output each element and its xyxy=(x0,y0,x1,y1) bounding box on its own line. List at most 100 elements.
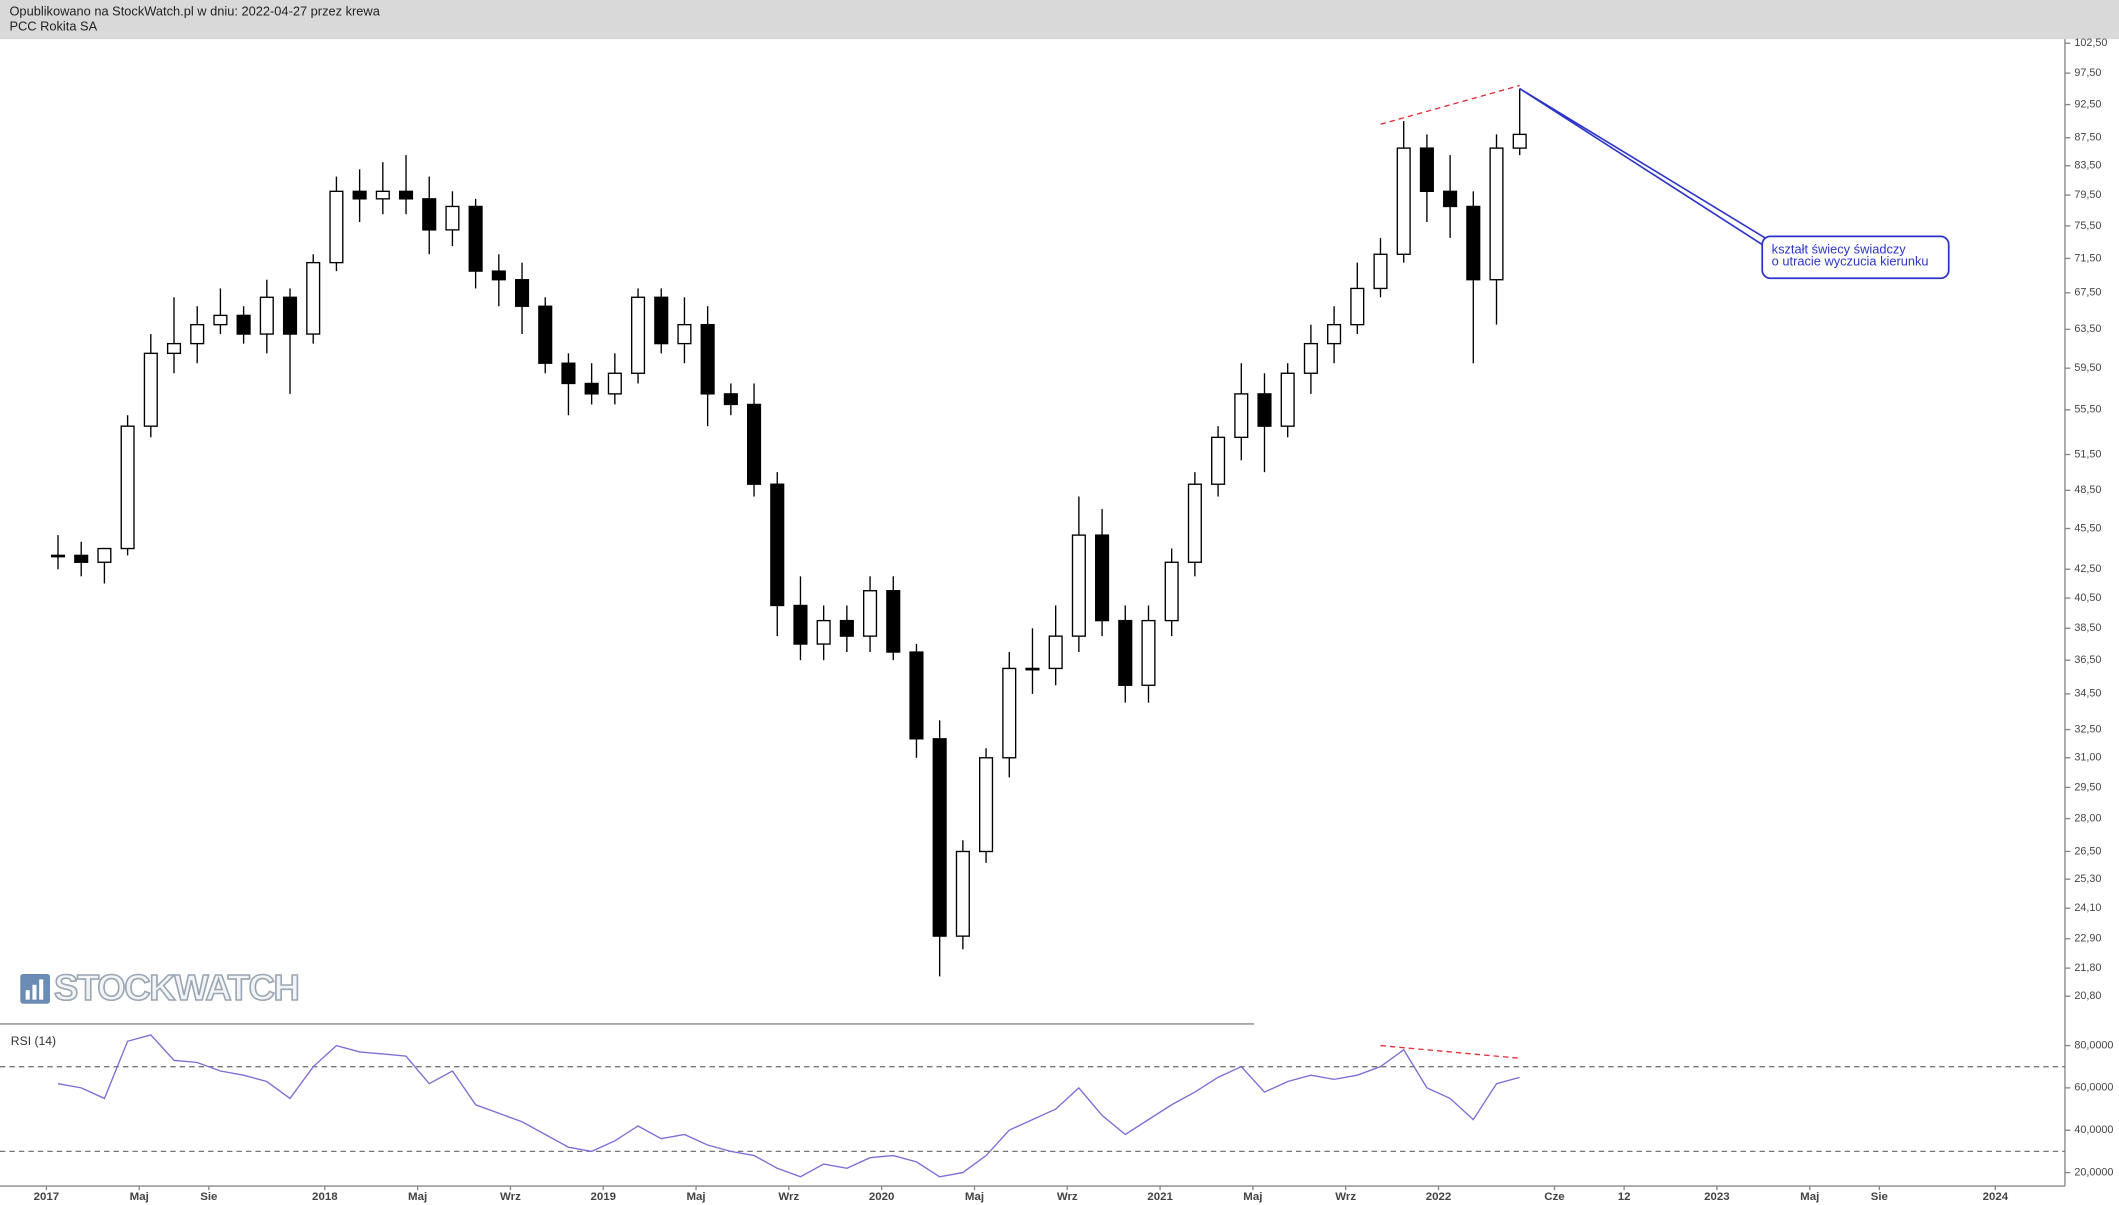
candle-body xyxy=(1071,534,1086,637)
y-tick-label: 28,00 xyxy=(2074,812,2101,824)
candle-body xyxy=(166,342,182,355)
candle-body xyxy=(97,547,112,563)
x-tick-label: Sie xyxy=(200,1191,217,1203)
trend-line xyxy=(1380,1044,1520,1059)
y-tick-label: 67,50 xyxy=(2074,287,2101,299)
candle-body xyxy=(1512,133,1527,149)
candle-body xyxy=(213,314,228,326)
candle-body xyxy=(236,314,251,335)
x-tick-label: 2019 xyxy=(590,1191,616,1203)
candle-body xyxy=(1095,534,1110,622)
candle-body xyxy=(1187,483,1202,563)
candle-body xyxy=(375,190,390,200)
candle-body xyxy=(1048,635,1063,670)
rsi-label: RSI (14) xyxy=(11,1034,56,1048)
x-tick-label: Maj xyxy=(408,1191,427,1203)
callout-text: o utracie wyczucia kierunku xyxy=(1772,253,1929,268)
rsi-line xyxy=(57,1034,1520,1178)
candle-body xyxy=(1025,667,1040,671)
y-tick-label: 24,10 xyxy=(2074,902,2101,914)
candle-body xyxy=(538,305,553,364)
candle-body xyxy=(306,261,321,335)
y-tick-label: 63,50 xyxy=(2074,323,2101,335)
candle-body xyxy=(1443,190,1458,208)
x-tick-label: Maj xyxy=(686,1191,705,1203)
candle-body xyxy=(1257,393,1272,427)
candle-body xyxy=(1211,436,1226,485)
candle-body xyxy=(1489,147,1504,281)
x-tick-label: Cze xyxy=(1544,1191,1564,1203)
x-tick-label: Maj xyxy=(1243,1191,1262,1203)
candle-body xyxy=(1419,147,1434,192)
candle-body xyxy=(1002,667,1017,759)
watermark-icon-bar xyxy=(25,990,30,1000)
candle-body xyxy=(1164,561,1179,622)
y-tick-label: 97,50 xyxy=(2074,67,2101,79)
candle-body xyxy=(1327,323,1342,345)
candle-body xyxy=(282,296,298,335)
candle-body xyxy=(770,483,785,607)
x-tick-label: Wrz xyxy=(778,1191,799,1203)
candle-body xyxy=(491,270,506,281)
y-tick-label: 31,00 xyxy=(2074,752,2101,764)
candle-body xyxy=(190,323,205,345)
candle-body xyxy=(1141,619,1156,686)
x-tick-label: 2021 xyxy=(1147,1191,1173,1203)
y-tick-label: 83,50 xyxy=(2074,160,2101,172)
y-tick-label: 92,50 xyxy=(2074,98,2101,110)
x-tick-label: Sie xyxy=(1871,1191,1888,1203)
watermark-icon-bar xyxy=(32,984,37,1000)
y-tick-label: 34,50 xyxy=(2074,688,2101,700)
candle-body xyxy=(468,205,483,272)
y-tick-label: 38,50 xyxy=(2074,622,2101,634)
y-tick-label: 45,50 xyxy=(2074,522,2101,534)
candle-body xyxy=(1234,393,1249,439)
candle-body xyxy=(816,619,831,645)
callout-pointer xyxy=(1519,87,1766,246)
y-tick-label: 42,50 xyxy=(2074,563,2101,575)
candle-body xyxy=(143,352,158,427)
y-tick-label: 75,50 xyxy=(2074,220,2101,232)
candle-body xyxy=(352,190,367,200)
candle-body xyxy=(1466,205,1481,281)
y-tick-label: 71,50 xyxy=(2074,252,2101,264)
y-tick-label: 87,50 xyxy=(2074,132,2101,144)
x-tick-label: Wrz xyxy=(500,1191,521,1203)
candle-body xyxy=(793,604,808,645)
candle-body xyxy=(932,738,947,937)
candle-body xyxy=(979,757,994,853)
watermark-text: STOCKWATCH xyxy=(54,967,299,1008)
candle-body xyxy=(700,323,715,395)
candle-body xyxy=(422,198,437,231)
y-tick-label: 40,50 xyxy=(2074,592,2101,604)
candle-body xyxy=(584,382,599,395)
watermark-icon-bar xyxy=(39,979,44,1000)
candle-body xyxy=(50,554,66,558)
y-tick-label: 32,50 xyxy=(2074,723,2101,735)
y-tick-label: 26,50 xyxy=(2074,845,2101,857)
candle-body xyxy=(863,590,878,637)
candle-body xyxy=(607,372,622,395)
y-tick-label: 40,0000 xyxy=(2074,1124,2113,1136)
header-published: Opublikowano na StockWatch.pl w dniu: 20… xyxy=(9,4,380,19)
candle-body xyxy=(955,850,970,937)
candle-body xyxy=(839,619,854,637)
candle-body xyxy=(723,393,738,406)
x-tick-label: 2020 xyxy=(869,1191,895,1203)
header-instrument: PCC Rokita SA xyxy=(9,18,97,33)
y-tick-label: 22,90 xyxy=(2074,933,2101,945)
x-tick-label: 12 xyxy=(1618,1191,1631,1203)
y-tick-label: 102,50 xyxy=(2074,37,2107,49)
y-tick-label: 48,50 xyxy=(2074,484,2101,496)
candle-body xyxy=(120,425,135,550)
x-tick-label: Maj xyxy=(965,1191,984,1203)
y-tick-label: 29,50 xyxy=(2074,781,2101,793)
candle-body xyxy=(909,651,924,740)
x-tick-label: 2018 xyxy=(312,1191,338,1203)
candle-body xyxy=(1373,253,1388,290)
candle-body xyxy=(445,205,460,231)
y-tick-label: 20,80 xyxy=(2074,990,2101,1002)
watermark: STOCKWATCH xyxy=(20,966,301,1009)
callout-box xyxy=(1761,235,1950,280)
